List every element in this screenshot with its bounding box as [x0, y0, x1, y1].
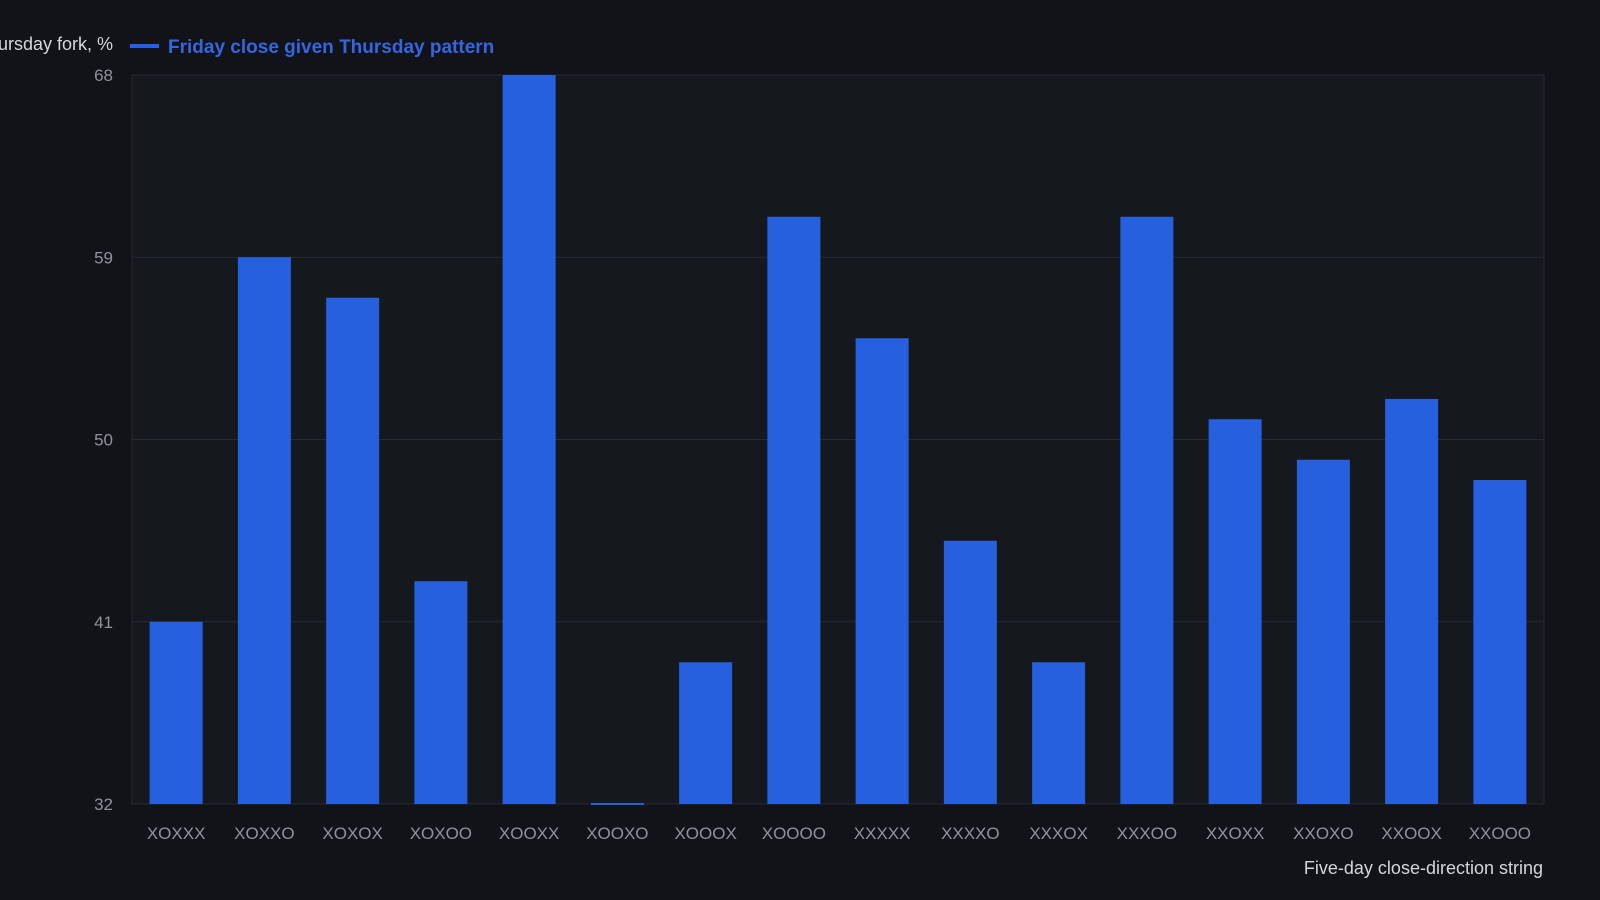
x-tick-label: XXOOO [1469, 824, 1531, 843]
x-tick-label: XXOOX [1381, 824, 1441, 843]
legend-label: Friday close given Thursday pattern [168, 37, 494, 58]
bar-xoxoo [414, 581, 468, 804]
y-axis-label: ...ursday fork, % [0, 34, 113, 54]
x-tick-label: XOXOO [410, 824, 472, 843]
x-tick-label: XOXXX [147, 824, 206, 843]
bar-xxoxx [1208, 419, 1262, 804]
bars [149, 75, 1527, 805]
y-axis-ticks: 32 41 50 59 68 [94, 66, 113, 814]
bar-xxxoo [1120, 216, 1174, 804]
bar-xxooo [1473, 480, 1527, 804]
x-axis-ticks: XOXXX XOXXO XOXOX XOXOO XOOXX XOOXO XOOOX XOOOO… [147, 824, 1531, 843]
x-tick-label: XXXXO [941, 824, 1000, 843]
y-tick-label: 32 [94, 795, 113, 814]
bar-xooxo [590, 803, 644, 805]
y-tick-label: 41 [94, 613, 113, 632]
bar-xoooo [767, 216, 821, 804]
x-tick-label: XOOOX [674, 824, 736, 843]
x-tick-label: XXXXX [854, 824, 911, 843]
y-tick-label: 68 [94, 66, 113, 85]
x-tick-label: XOXXO [234, 824, 294, 843]
bar-xooxx [502, 75, 556, 804]
y-tick-label: 59 [94, 248, 113, 267]
bar-xxxxx [855, 338, 909, 804]
x-tick-label: XOOXX [499, 824, 559, 843]
bar-xoxxo [237, 257, 291, 804]
x-tick-label: XOOOO [762, 824, 826, 843]
bar-xxoxo [1296, 459, 1350, 804]
bar-xxxxo [943, 540, 997, 804]
x-tick-label: XOXOX [322, 824, 382, 843]
bar-xxoox [1385, 399, 1439, 804]
bar-xoxox [326, 297, 380, 804]
legend: Friday close given Thursday pattern [130, 37, 494, 58]
bar-xxxox [1032, 662, 1086, 804]
x-tick-label: XXOXX [1206, 824, 1265, 843]
x-axis-label: Five-day close-direction string [1304, 858, 1543, 878]
bar-xooox [679, 662, 733, 804]
x-tick-label: XXXOO [1117, 824, 1177, 843]
x-tick-label: XOOXO [586, 824, 648, 843]
bar-xoxxx [149, 621, 203, 804]
x-tick-label: XXOXO [1293, 824, 1353, 843]
x-tick-label: XXXOX [1029, 824, 1088, 843]
y-tick-label: 50 [94, 431, 113, 450]
